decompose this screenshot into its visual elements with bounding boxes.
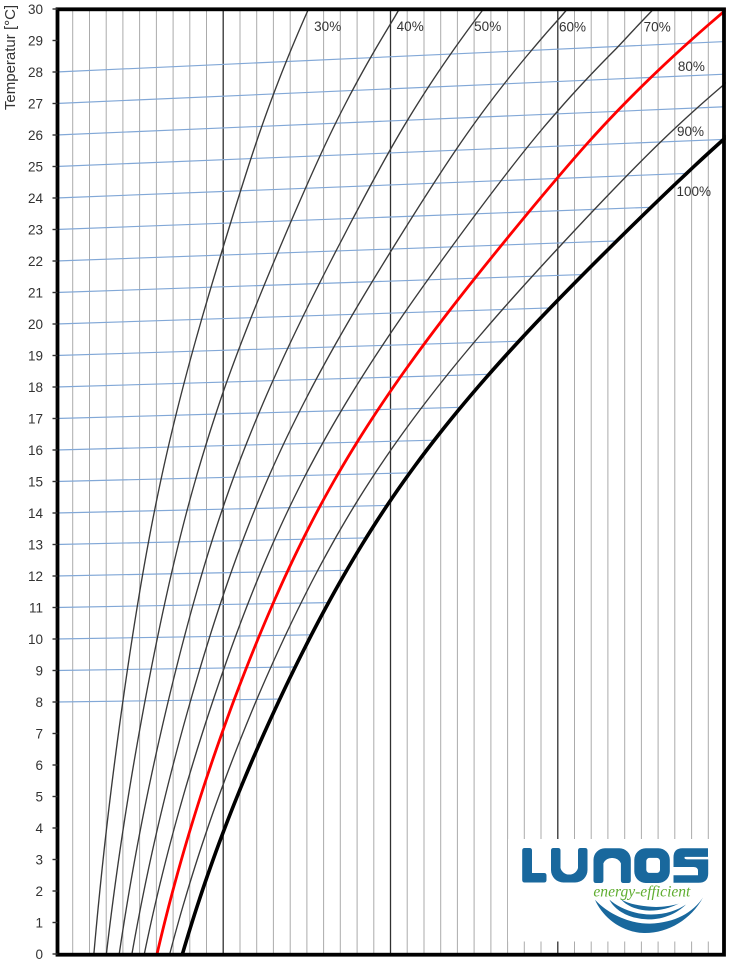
svg-text:Temperatur [°C]: Temperatur [°C]	[2, 5, 19, 110]
svg-text:17: 17	[28, 411, 43, 426]
svg-text:26: 26	[28, 128, 43, 143]
svg-text:5: 5	[35, 789, 43, 804]
svg-text:10: 10	[28, 632, 43, 647]
svg-text:1: 1	[35, 915, 43, 930]
svg-text:12: 12	[28, 569, 43, 584]
svg-text:23: 23	[28, 222, 43, 237]
svg-text:0: 0	[35, 947, 43, 962]
svg-text:30: 30	[28, 2, 43, 17]
svg-text:50%: 50%	[474, 19, 501, 34]
svg-text:19: 19	[28, 348, 43, 363]
svg-text:29: 29	[28, 33, 43, 48]
svg-text:24: 24	[28, 191, 44, 206]
svg-text:energy-efficient: energy-efficient	[593, 884, 691, 901]
svg-text:100%: 100%	[677, 184, 712, 199]
svg-text:8: 8	[35, 695, 43, 710]
svg-text:40%: 40%	[397, 19, 424, 34]
svg-text:18: 18	[28, 380, 43, 395]
svg-text:70%: 70%	[644, 19, 671, 34]
svg-text:20: 20	[28, 317, 43, 332]
svg-text:90%: 90%	[677, 124, 704, 139]
svg-text:9: 9	[35, 663, 43, 678]
svg-text:4: 4	[35, 821, 43, 836]
svg-text:14: 14	[28, 506, 44, 521]
svg-text:15: 15	[28, 474, 43, 489]
svg-text:30%: 30%	[314, 19, 341, 34]
svg-text:7: 7	[35, 726, 43, 741]
svg-text:80%: 80%	[678, 59, 705, 74]
svg-text:22: 22	[28, 254, 43, 269]
svg-text:3: 3	[35, 852, 43, 867]
svg-text:2: 2	[35, 884, 43, 899]
svg-text:16: 16	[28, 443, 43, 458]
svg-text:13: 13	[28, 537, 43, 552]
svg-text:11: 11	[29, 600, 43, 615]
svg-text:27: 27	[28, 96, 43, 111]
svg-text:6: 6	[35, 758, 43, 773]
svg-text:21: 21	[28, 285, 43, 300]
svg-text:25: 25	[28, 159, 43, 174]
svg-text:28: 28	[28, 65, 43, 80]
svg-text:60%: 60%	[559, 19, 586, 34]
